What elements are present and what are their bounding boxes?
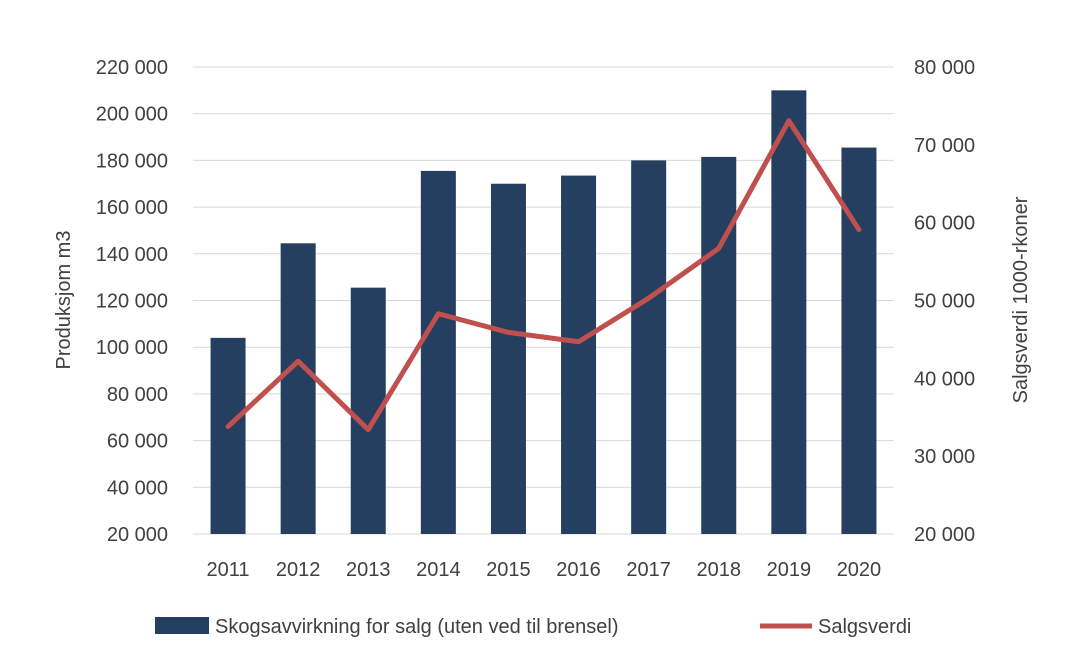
x-tick-label: 2013 bbox=[346, 559, 391, 581]
x-tick-label: 2019 bbox=[767, 559, 812, 581]
y2-tick-label: 70 000 bbox=[914, 135, 975, 157]
legend-bar-label: Skogsavvirkning for salg (uten ved til b… bbox=[215, 616, 619, 638]
line-series bbox=[225, 118, 862, 433]
y2-tick-label: 60 000 bbox=[914, 213, 975, 235]
x-tick-label: 2016 bbox=[556, 559, 601, 581]
x-axis-ticks: 2011 2012 2013 2014 2015 2016 2017 2018 2019 2020 bbox=[207, 559, 882, 581]
x-tick-label: 2015 bbox=[486, 559, 531, 581]
y2-tick-label: 50 000 bbox=[914, 291, 975, 313]
y-tick-label: 120 000 bbox=[96, 291, 168, 313]
y-tick-label: 140 000 bbox=[96, 244, 168, 266]
y2-tick-label: 30 000 bbox=[914, 446, 975, 468]
salgsverdi-line bbox=[225, 118, 862, 433]
y-tick-label: 200 000 bbox=[96, 104, 168, 126]
x-tick-label: 2014 bbox=[416, 559, 461, 581]
bar bbox=[280, 243, 316, 535]
y-tick-label: 220 000 bbox=[96, 57, 168, 79]
y-tick-label: 20 000 bbox=[107, 524, 168, 546]
right-axis-ticks: 20 000 30 000 40 000 50 000 60 000 70 000 80 0… bbox=[914, 57, 975, 546]
bar bbox=[490, 183, 526, 534]
bar bbox=[561, 175, 597, 534]
left-axis-ticks: 20 000 40 000 60 000 80 000 100 000 120 000 14… bbox=[96, 57, 168, 546]
bar bbox=[210, 337, 246, 534]
y-tick-label: 80 000 bbox=[107, 384, 168, 406]
legend-line-label: Salgsverdi bbox=[818, 616, 911, 638]
bar bbox=[771, 90, 807, 534]
bar bbox=[701, 156, 737, 534]
y2-tick-label: 20 000 bbox=[914, 524, 975, 546]
y-tick-label: 180 000 bbox=[96, 150, 168, 172]
bar-series bbox=[210, 90, 877, 535]
legend-bar-swatch bbox=[155, 617, 209, 634]
x-tick-label: 2012 bbox=[276, 559, 321, 581]
y2-tick-label: 80 000 bbox=[914, 57, 975, 79]
legend: Skogsavvirkning for salg (uten ved til b… bbox=[155, 616, 911, 638]
y-tick-label: 40 000 bbox=[107, 477, 168, 499]
y2-tick-label: 40 000 bbox=[914, 368, 975, 390]
y-tick-label: 160 000 bbox=[96, 197, 168, 219]
y-axis-title: Produksjom m3 bbox=[53, 231, 75, 370]
x-tick-label: 2017 bbox=[626, 559, 671, 581]
y-tick-label: 100 000 bbox=[96, 337, 168, 359]
bar bbox=[631, 160, 667, 534]
x-tick-label: 2020 bbox=[837, 559, 882, 581]
y2-axis-title: Salgsverdi 1000-rkoner bbox=[1010, 196, 1032, 403]
bar bbox=[420, 170, 456, 534]
bar bbox=[841, 147, 877, 534]
y-tick-label: 60 000 bbox=[107, 431, 168, 453]
x-tick-label: 2011 bbox=[207, 559, 250, 581]
x-tick-label: 2018 bbox=[697, 559, 742, 581]
